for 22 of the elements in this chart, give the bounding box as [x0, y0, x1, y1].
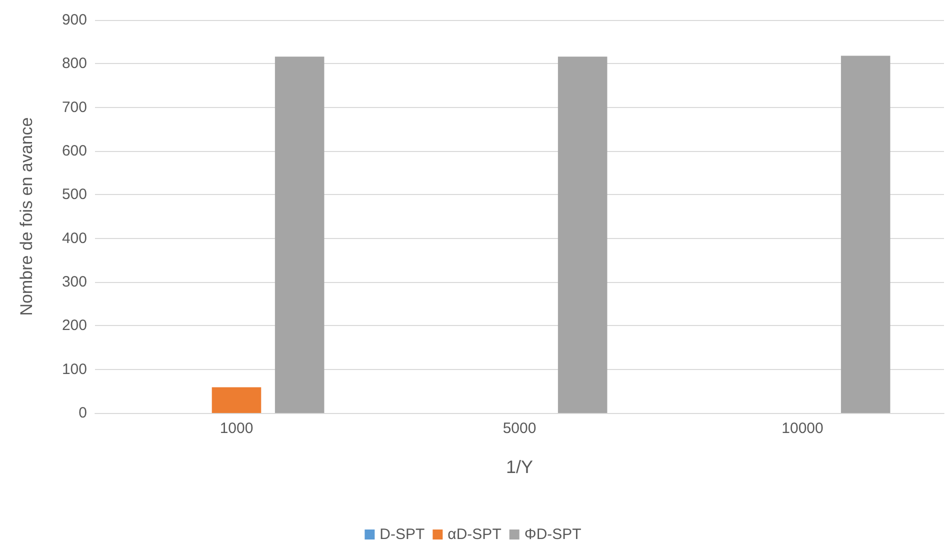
- bar: [212, 387, 262, 413]
- y-tick-label: 900: [62, 12, 87, 28]
- x-tick-label: 5000: [502, 420, 536, 437]
- legend-label: ΦD-SPT: [524, 526, 582, 543]
- y-tick-label: 400: [62, 230, 87, 247]
- y-tick-label: 500: [62, 186, 87, 204]
- legend-label: αD-SPT: [448, 526, 502, 543]
- bar: [840, 56, 890, 413]
- y-tick-label: 600: [62, 142, 87, 160]
- y-tick-label: 700: [62, 98, 87, 116]
- y-tick-label: 100: [62, 360, 87, 378]
- bar: [274, 56, 324, 413]
- bar: [558, 56, 608, 413]
- y-tick-label: 800: [62, 55, 87, 72]
- legend-label: D-SPT: [380, 526, 425, 543]
- y-tick-label: 0: [78, 404, 87, 422]
- x-axis-title: 1/Y: [506, 457, 534, 477]
- y-tick-label: 200: [62, 317, 87, 334]
- x-tick-label: 1000: [220, 420, 254, 437]
- y-tick-label: 300: [62, 274, 87, 290]
- x-tick-label: 10000: [782, 420, 824, 437]
- y-axis-title: Nombre de fois en avance: [17, 117, 36, 316]
